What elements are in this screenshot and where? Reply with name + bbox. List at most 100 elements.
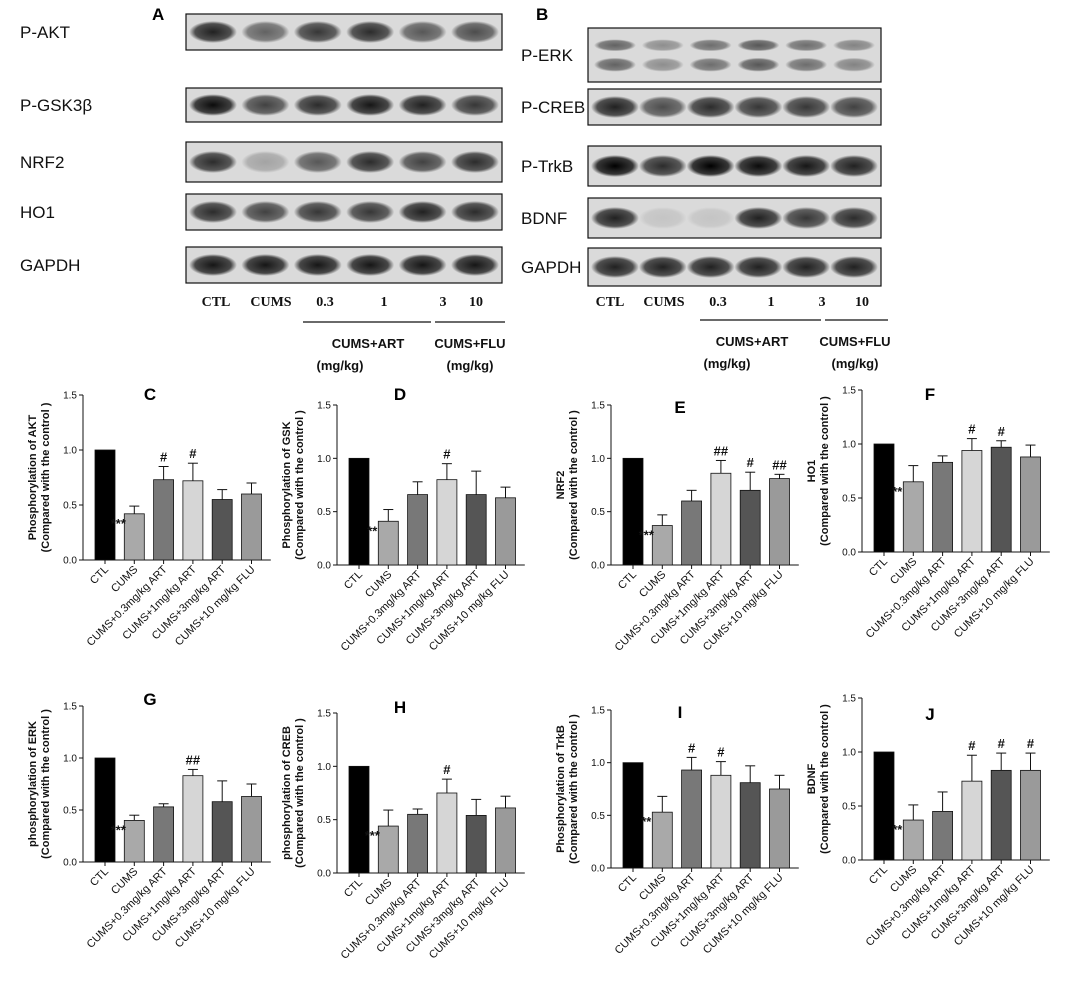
bar-2 — [932, 811, 953, 861]
blot-band — [346, 94, 395, 116]
y-tick-label: 0.0 — [63, 858, 77, 869]
blot-band — [830, 256, 878, 278]
blot-band — [241, 254, 290, 276]
y-tick-label: 1.0 — [63, 446, 77, 457]
bar-0 — [622, 762, 644, 869]
significance-marker: # — [688, 740, 696, 755]
blot-label-right-2: P-TrkB — [521, 157, 573, 176]
chart-panel-c: C 0.0 0.5 1.0 1.5 Phosphorylation of AKT (Comp… — [27, 385, 271, 649]
x-tick-label: CTL — [616, 872, 639, 895]
significance-marker: *** — [111, 516, 127, 531]
significance-marker: ** — [892, 822, 903, 837]
blot-band — [734, 96, 783, 118]
blot-band — [737, 57, 780, 72]
blot-band — [398, 21, 447, 43]
y-tick-label: 0.5 — [317, 507, 331, 518]
y-axis-label: Phosphorylation of TrkB — [555, 725, 567, 853]
bar-3 — [961, 780, 983, 861]
bar-5 — [1020, 456, 1041, 553]
blot-label-right-0: P-ERK — [521, 46, 574, 65]
bar-2 — [681, 500, 702, 566]
bar-5 — [241, 796, 262, 863]
bar-4 — [465, 815, 487, 874]
panel-letter-e: E — [674, 398, 685, 417]
significance-marker: *** — [639, 528, 655, 543]
bar-3 — [436, 792, 458, 874]
x-tick-label: CTL — [88, 866, 111, 889]
x-tick-label: CTL — [88, 564, 111, 587]
blot-band — [398, 201, 447, 223]
significance-marker: ** — [641, 814, 652, 829]
group-label-art-units-left: (mg/kg) — [317, 358, 364, 373]
blot-band — [346, 254, 395, 276]
y-tick-label: 1.5 — [317, 709, 331, 720]
y-tick-label: 0.0 — [591, 864, 605, 875]
bar-5 — [241, 493, 262, 561]
y-axis-label: HO1 — [806, 460, 818, 483]
blot-band — [833, 57, 875, 72]
panel-letter-b: B — [536, 5, 548, 24]
panel-letter-g: G — [143, 690, 156, 709]
x-tick-label: CTL — [867, 556, 890, 579]
y-axis-label-sub: (Compared with the control ) — [40, 402, 52, 552]
group-label-art-units-right: (mg/kg) — [704, 356, 751, 371]
panel-letter-f: F — [925, 385, 935, 404]
bar-1 — [902, 481, 924, 553]
blot-label-right-4: GAPDH — [521, 258, 581, 277]
y-tick-label: 1.5 — [591, 401, 605, 412]
blot-strip-left-4 — [185, 246, 503, 284]
panel-letter-c: C — [144, 385, 156, 404]
blot-strip-left-2 — [185, 141, 503, 183]
y-tick-label: 0.5 — [842, 802, 856, 813]
bar-1 — [651, 811, 673, 869]
blot-band — [241, 201, 290, 223]
blot-band — [782, 207, 831, 229]
blot-label-right-3: BDNF — [521, 209, 567, 228]
blot-label-left-3: HO1 — [20, 203, 55, 222]
y-tick-label: 0.5 — [317, 815, 331, 826]
significance-marker: # — [189, 446, 197, 461]
significance-marker: *** — [365, 828, 381, 843]
x-tick-label: CTL — [342, 569, 365, 592]
y-axis-label: phosphorylation of CREB — [281, 726, 293, 860]
y-axis-label: phosphorylation of ERK — [27, 721, 39, 847]
blot-band — [785, 39, 828, 52]
blot-band — [189, 254, 237, 276]
bar-5 — [769, 478, 790, 566]
bar-1 — [377, 520, 399, 566]
blot-band — [591, 256, 639, 278]
bar-5 — [495, 497, 516, 566]
blot-band — [398, 151, 447, 173]
lane-label-right-4: 3 — [819, 295, 826, 310]
blot-band — [830, 155, 878, 177]
bar-0 — [94, 757, 116, 863]
bar-5 — [1020, 769, 1041, 861]
y-tick-label: 1.5 — [842, 386, 856, 397]
blot-strip-right-0 — [587, 27, 882, 83]
blot-band — [189, 21, 237, 43]
significance-marker: ## — [186, 752, 201, 767]
bar-2 — [407, 494, 429, 566]
chart-panel-h: H 0.0 0.5 1.0 1.5 phosphorylation of CREB (Com… — [281, 698, 525, 962]
lane-label-right-5: 10 — [855, 295, 869, 310]
y-axis-label-sub: (Compared with the control ) — [568, 410, 580, 560]
bar-4 — [739, 782, 761, 869]
blot-band — [686, 256, 735, 278]
blot-label-left-0: P-AKT — [20, 23, 70, 42]
bar-2 — [681, 769, 702, 869]
x-tick-label: CTL — [342, 877, 365, 900]
significance-marker: ** — [892, 484, 903, 499]
blot-band — [293, 21, 342, 43]
bar-3 — [961, 450, 983, 553]
bar-0 — [873, 751, 895, 861]
blot-band — [346, 151, 395, 173]
blot-band — [398, 94, 447, 116]
y-tick-label: 0.0 — [317, 869, 331, 880]
blot-band — [641, 39, 684, 52]
panel-letter-i: I — [678, 703, 683, 722]
blot-band — [293, 151, 342, 173]
bar-0 — [348, 765, 370, 874]
blot-label-left-1: P-GSK3β — [20, 96, 92, 115]
blot-band — [451, 254, 499, 276]
